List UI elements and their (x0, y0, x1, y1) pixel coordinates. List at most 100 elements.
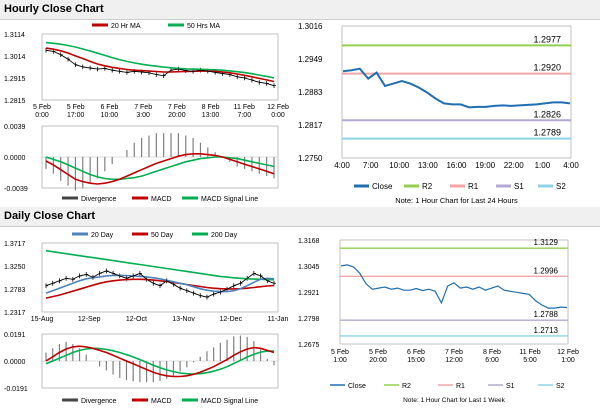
y-tick-label: -0.0039 (4, 186, 28, 193)
legend-label: MACD (151, 196, 172, 203)
daily-price-chart: 1.3717 1.3250 1.2783 1.2317 20 Day 50 Day 200 … (4, 232, 289, 323)
y-tick-label: 1.3168 (298, 238, 320, 245)
level-label-S1: 1.2788 (534, 310, 559, 319)
level-label-S2: 1.2789 (533, 128, 561, 138)
series-ma20 (45, 47, 275, 83)
chart-note: Note: 1 Hour Chart for Last 1 Week (403, 397, 506, 404)
x-tick-label: 10:00 (389, 161, 410, 170)
series-macd (45, 345, 275, 378)
series-signal (45, 156, 275, 181)
chart-note: Note: 1 Hour Chart for Last 24 Hours (395, 196, 518, 205)
level-label-R1: 1.2920 (533, 63, 561, 73)
x-tick-label: 7 Feb 3:00 (134, 104, 152, 119)
y-tick-label: 1.3016 (298, 22, 323, 31)
y-tick-label: 1.2750 (298, 154, 323, 163)
x-tick-label: 8 Feb 13:00 (202, 104, 220, 119)
legend-label: 20 Hr MA (111, 23, 141, 30)
level-label-R1: 1.2996 (534, 266, 559, 275)
legend-label: Divergence (81, 398, 117, 405)
legend-label: Divergence (81, 196, 117, 203)
legend-label: 50 Hrs MA (187, 23, 220, 30)
x-tick-label: 11 Feb 5:00 (519, 349, 540, 364)
legend-label: 50 Day (151, 232, 174, 239)
x-tick-label: 16:00 (446, 161, 467, 170)
x-tick-label: 11-Jan (268, 316, 289, 323)
x-tick-label: 5 Feb 0:00 (33, 104, 51, 119)
x-tick-label: 12-Oct (126, 316, 147, 323)
y-tick-label: 1.2675 (298, 342, 320, 349)
x-tick-label: 7 Feb 20:00 (168, 104, 186, 119)
legend-label: 20 Day (91, 232, 114, 239)
x-tick-label: 12-Sep (78, 316, 101, 323)
hourly-macd-chart: 0.0039 0.0000 -0.0039 Divergence MACD MACD Si… (4, 124, 279, 203)
x-tick-label: 7:00 (363, 161, 379, 170)
legend-label: S1 (514, 182, 524, 191)
y-tick-label: 1.3014 (4, 54, 26, 61)
x-tick-label: 15-Aug (31, 316, 54, 323)
plot-area (41, 242, 279, 313)
series-close (45, 49, 275, 87)
legend-label: 200 Day (211, 232, 238, 239)
y-tick-label: 1.2817 (298, 121, 323, 130)
daily-section-title: Daily Close Chart (4, 210, 96, 222)
level-label-S2: 1.2713 (534, 326, 559, 335)
x-tick-label: 4:00 (334, 161, 350, 170)
y-tick-label: 1.2815 (4, 98, 26, 105)
y-tick-label: 1.2798 (298, 316, 320, 323)
x-tick-label: 5 Feb 20:00 (369, 349, 387, 364)
legend-label: S1 (506, 383, 515, 390)
series-close (45, 270, 275, 298)
level-label-R2: 1.2977 (533, 34, 561, 44)
x-tick-label: 19:00 (475, 161, 496, 170)
daily-macd-chart: 0.0191 0.0000 -0.0191 Divergence MACD MACD Si… (4, 332, 279, 405)
series-close (342, 67, 571, 109)
legend-label: S2 (556, 182, 566, 191)
y-tick-label: 0.0000 (4, 359, 26, 366)
series-macd (45, 152, 275, 185)
series-signal (45, 347, 274, 375)
y-tick-label: 0.0000 (4, 155, 26, 162)
legend-label: Close (372, 182, 393, 191)
legend-label: S2 (556, 383, 565, 390)
x-tick-label: 13:00 (418, 161, 439, 170)
hourly-section-title: Hourly Close Chart (4, 3, 104, 15)
legend-label: R2 (422, 182, 433, 191)
x-tick-label: 6 Feb 10:00 (100, 104, 118, 119)
y-tick-label: 1.2317 (4, 310, 26, 317)
y-tick-label: 1.3045 (298, 264, 320, 271)
x-tick-label: 5 Feb 17:00 (67, 104, 85, 119)
y-tick-label: 1.2921 (298, 290, 320, 297)
y-tick-label: 0.0039 (4, 124, 26, 131)
y-tick-label: 1.2949 (298, 55, 323, 64)
hourly-price-chart: 1.3114 1.3014 1.2915 1.2815 20 Hr MA 50 Hrs M… (4, 23, 289, 119)
x-tick-label: 11 Feb 7:00 (234, 104, 255, 119)
x-tick-label: 12-Dec (220, 316, 243, 323)
y-tick-label: 1.2915 (4, 76, 26, 83)
x-tick-label: 13-Nov (172, 316, 195, 323)
x-tick-label: 6 Feb 15:00 (407, 349, 425, 364)
plot-area (341, 25, 572, 159)
legend-label: MACD Signal Line (201, 398, 258, 405)
legend-label: R1 (456, 383, 465, 390)
legend-label: MACD Signal Line (201, 196, 258, 203)
y-tick-label: 1.3114 (4, 32, 25, 39)
y-tick-label: 1.2783 (4, 287, 26, 294)
legend-label: Close (348, 383, 366, 390)
series-ma50 (45, 278, 275, 299)
daily-pivot-chart: 1.3168 1.3045 1.2921 1.2798 1.2675 1.3129 1.29… (298, 238, 579, 404)
plot-area (339, 239, 569, 345)
x-tick-label: 22:00 (504, 161, 525, 170)
legend-label: R2 (402, 383, 411, 390)
x-tick-label: 12 Feb 1:00 (557, 349, 579, 364)
series-close (340, 264, 568, 309)
legend-label: MACD (151, 398, 172, 405)
y-tick-label: 0.0191 (4, 332, 26, 339)
level-label-R2: 1.3129 (534, 238, 559, 247)
x-tick-label: 12 Feb 0:00 (267, 104, 289, 119)
series-ma20 (45, 274, 275, 294)
x-tick-label: 1:00 (535, 161, 551, 170)
series-ma50 (45, 41, 275, 79)
level-label-S1: 1.2826 (533, 109, 561, 119)
x-tick-label: 8 Feb 6:00 (483, 349, 501, 364)
legend-label: R1 (468, 182, 479, 191)
